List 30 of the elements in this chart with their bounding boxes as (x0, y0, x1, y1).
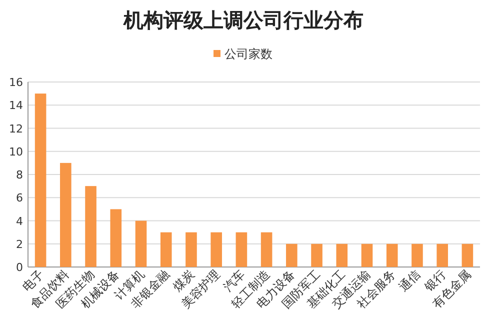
bar (336, 244, 348, 267)
bar (236, 232, 248, 267)
bar (160, 232, 172, 267)
bar (260, 232, 272, 267)
bar (311, 244, 322, 267)
bar (60, 162, 72, 267)
chart-title: 机构评级上调公司行业分布 (122, 8, 364, 32)
bar (110, 209, 122, 267)
bar (34, 94, 46, 267)
bar (361, 244, 373, 267)
bar (436, 244, 448, 267)
y-tick-label: 16 (9, 76, 23, 89)
y-tick-label: 10 (9, 145, 23, 158)
bar (135, 220, 147, 267)
bar (462, 244, 474, 267)
bar (286, 244, 298, 267)
legend-label: 公司家数 (224, 47, 272, 61)
y-tick-label: 2 (16, 238, 23, 251)
bar (210, 232, 222, 267)
y-tick-label: 6 (16, 192, 23, 205)
x-tick-label: 通信 (396, 267, 424, 294)
bar (186, 232, 197, 267)
y-tick-label: 12 (9, 122, 23, 136)
bar (412, 244, 423, 267)
y-tick-label: 4 (16, 214, 23, 228)
y-tick-label: 14 (9, 99, 23, 112)
y-tick-label: 8 (16, 168, 23, 182)
y-tick-label: 0 (16, 261, 23, 274)
bar (85, 186, 96, 267)
bar (386, 244, 398, 267)
